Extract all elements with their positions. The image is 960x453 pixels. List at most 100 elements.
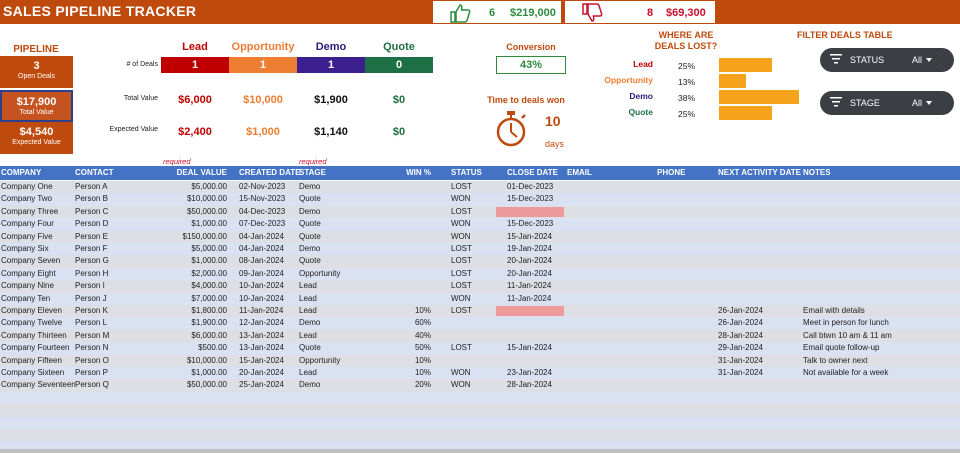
cell-created-date[interactable]: 13-Jan-2024: [239, 343, 284, 353]
cell-close-date[interactable]: 15-Jan-2024: [507, 343, 552, 353]
cell-stage[interactable]: Lead: [299, 368, 317, 377]
cell-created-date[interactable]: 04-Dec-2023: [239, 206, 286, 216]
table-row[interactable]: [0, 441, 960, 453]
cell-contact[interactable]: Person K: [75, 306, 108, 315]
cell-created-date[interactable]: 15-Nov-2023: [239, 194, 286, 204]
cell-created-date[interactable]: 09-Jan-2024: [239, 268, 284, 278]
cell-stage[interactable]: Quote: [299, 194, 321, 204]
table-row[interactable]: Company Four Person D $1,000.00 07-Dec-2023…: [0, 218, 960, 231]
cell-status[interactable]: LOST: [451, 244, 472, 253]
column-header-deal-value[interactable]: DEAL VALUE: [176, 168, 227, 177]
cell-contact[interactable]: Person G: [75, 256, 109, 266]
column-header-notes[interactable]: NOTES: [803, 168, 831, 177]
cell-deal-value[interactable]: $1,000.00: [191, 368, 227, 377]
cell-stage[interactable]: Opportunity: [299, 355, 341, 365]
cell-status[interactable]: WON: [451, 194, 471, 204]
cell-close-date[interactable]: 28-Jan-2024: [507, 380, 552, 390]
cell-contact[interactable]: Person H: [75, 268, 109, 278]
cell-company[interactable]: Company Eleven: [1, 306, 62, 315]
cell-status[interactable]: WON: [451, 219, 471, 229]
table-row[interactable]: Company Thirteen Person M $6,000.00 13-Jan-…: [0, 329, 960, 343]
cell-status[interactable]: LOST: [451, 182, 472, 191]
cell-company[interactable]: Company Three: [1, 206, 59, 216]
table-row[interactable]: Company Seven Person G $1,000.00 08-Jan-202…: [0, 255, 960, 268]
cell-deal-value[interactable]: $500.00: [198, 343, 227, 353]
cell-close-date[interactable]: 11-Jan-2024: [507, 293, 552, 303]
table-row[interactable]: Company Eleven Person K $1,800.00 11-Jan-20…: [0, 305, 960, 318]
cell-company[interactable]: Company Two: [1, 194, 52, 204]
cell-created-date[interactable]: 04-Jan-2024: [239, 244, 284, 253]
cell-deal-value[interactable]: $5,000.00: [191, 182, 227, 191]
cell-company[interactable]: Company Fourteen: [1, 343, 70, 353]
cell-close-date[interactable]: 20-Jan-2024: [507, 268, 552, 278]
cell-company[interactable]: Company Six: [1, 244, 49, 253]
cell-win-pct[interactable]: 10%: [414, 355, 431, 365]
cell-contact[interactable]: Person C: [75, 206, 109, 216]
column-header-created-date[interactable]: CREATED DATE: [239, 168, 301, 177]
cell-created-date[interactable]: 04-Jan-2024: [239, 231, 284, 241]
cell-contact[interactable]: Person L: [75, 318, 108, 328]
table-row[interactable]: Company Fourteen Person N $500.00 13-Jan-20…: [0, 342, 960, 355]
cell-close-date[interactable]: 01-Dec-2023: [507, 182, 554, 191]
cell-stage[interactable]: Demo: [299, 206, 321, 216]
cell-contact[interactable]: Person N: [75, 343, 109, 353]
cell-stage[interactable]: Quote: [299, 256, 321, 266]
cell-company[interactable]: Company Ten: [1, 293, 51, 303]
cell-status[interactable]: WON: [451, 380, 471, 390]
cell-close-date[interactable]: 15-Jan-2024: [507, 231, 552, 241]
status-filter[interactable]: STATUS All: [820, 48, 954, 72]
cell-notes[interactable]: Email quote follow-up: [803, 343, 880, 353]
cell-status[interactable]: WON: [451, 231, 471, 241]
cell-contact[interactable]: Person O: [75, 355, 109, 365]
cell-win-pct[interactable]: 40%: [414, 330, 431, 340]
cell-next-activity-date[interactable]: 31-Jan-2024: [718, 368, 763, 377]
cell-notes[interactable]: Call btwn 10 am & 11 am: [803, 330, 892, 340]
table-row[interactable]: Company One Person A $5,000.00 02-Nov-2023 D…: [0, 181, 960, 194]
table-row[interactable]: Company Seventeen Person Q $50,000.00 25-Ja…: [0, 379, 960, 392]
cell-created-date[interactable]: 20-Jan-2024: [239, 368, 284, 377]
cell-win-pct[interactable]: 60%: [414, 318, 431, 328]
kpi-total-value[interactable]: $17,900 Total Value: [0, 90, 73, 122]
cell-created-date[interactable]: 10-Jan-2024: [239, 293, 284, 303]
cell-company[interactable]: Company Seventeen: [1, 380, 75, 390]
cell-notes[interactable]: Meet in person for lunch: [803, 318, 889, 328]
table-row[interactable]: [0, 391, 960, 405]
cell-created-date[interactable]: 15-Jan-2024: [239, 355, 284, 365]
column-header-phone[interactable]: PHONE: [657, 168, 686, 177]
cell-contact[interactable]: Person E: [75, 231, 108, 241]
cell-company[interactable]: Company Twelve: [1, 318, 63, 328]
cell-status[interactable]: WON: [451, 368, 471, 377]
cell-stage[interactable]: Demo: [299, 244, 321, 253]
cell-win-pct[interactable]: 10%: [414, 306, 431, 315]
cell-next-activity-date[interactable]: 29-Jan-2024: [718, 343, 763, 353]
cell-company[interactable]: Company Seven: [1, 256, 61, 266]
cell-status[interactable]: LOST: [451, 206, 472, 216]
cell-stage[interactable]: Demo: [299, 318, 321, 328]
table-row[interactable]: Company Five Person E $150,000.00 04-Jan-20…: [0, 230, 960, 243]
cell-win-pct[interactable]: 20%: [414, 380, 431, 390]
cell-close-date[interactable]: 20-Jan-2024: [507, 256, 552, 266]
cell-stage[interactable]: Quote: [299, 231, 321, 241]
cell-company[interactable]: Company Fifteen: [1, 355, 62, 365]
cell-deal-value[interactable]: $6,000.00: [191, 330, 227, 340]
table-row[interactable]: Company Two Person B $10,000.00 15-Nov-2023…: [0, 193, 960, 206]
cell-deal-value[interactable]: $1,000.00: [191, 256, 227, 266]
cell-notes[interactable]: Talk to owner next: [803, 355, 868, 365]
column-header-company[interactable]: COMPANY: [1, 168, 42, 177]
cell-deal-value[interactable]: $2,000.00: [191, 268, 227, 278]
cell-win-pct[interactable]: 50%: [414, 343, 431, 353]
table-row[interactable]: Company Sixteen Person P $1,000.00 20-Jan-2…: [0, 367, 960, 380]
cell-contact[interactable]: Person J: [75, 293, 107, 303]
stage-filter[interactable]: STAGE All: [820, 91, 954, 115]
cell-deal-value[interactable]: $7,000.00: [191, 293, 227, 303]
cell-deal-value[interactable]: $10,000.00: [186, 194, 227, 204]
cell-contact[interactable]: Person D: [75, 219, 109, 229]
cell-close-date[interactable]: 15-Dec-2023: [507, 194, 554, 204]
table-row[interactable]: Company Three Person C $50,000.00 04-Dec-20…: [0, 205, 960, 219]
cell-stage[interactable]: Quote: [299, 343, 321, 353]
cell-close-date[interactable]: 23-Jan-2024: [507, 368, 552, 377]
cell-contact[interactable]: Person Q: [75, 380, 109, 390]
cell-deal-value[interactable]: $10,000.00: [186, 355, 227, 365]
cell-close-date[interactable]: 19-Jan-2024: [507, 244, 552, 253]
column-header-next-activity-date[interactable]: NEXT ACTIVITY DATE: [718, 168, 801, 177]
